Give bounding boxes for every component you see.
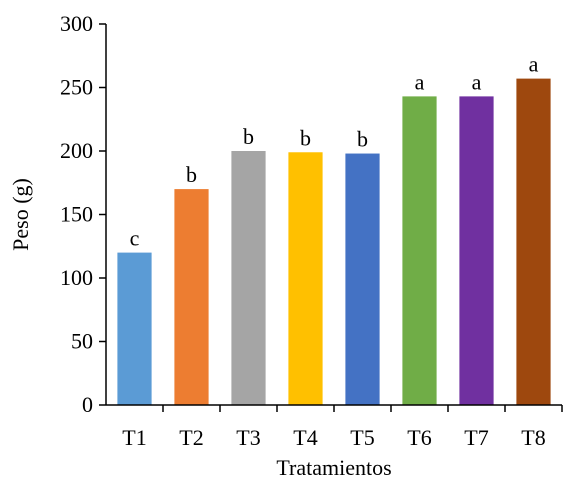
significance-label-t6: a <box>415 69 425 94</box>
x-tick-label-t2: T2 <box>179 425 203 450</box>
significance-label-t7: a <box>472 69 482 94</box>
bar-t1 <box>117 252 152 405</box>
x-tick-label-t5: T5 <box>350 425 374 450</box>
y-tick-label: 50 <box>71 329 93 354</box>
bar-t2 <box>174 189 209 405</box>
x-axis-title: Tratamientos <box>276 455 391 480</box>
significance-label-t1: c <box>130 226 140 251</box>
y-tick-label: 150 <box>60 202 93 227</box>
y-tick-label: 250 <box>60 75 93 100</box>
bar-t4 <box>288 152 323 405</box>
bar-t6 <box>402 96 437 405</box>
y-tick-label: 200 <box>60 138 93 163</box>
significance-label-t5: b <box>357 127 368 152</box>
significance-label-t3: b <box>243 124 254 149</box>
x-tick-label-t8: T8 <box>521 425 545 450</box>
x-tick-label-t7: T7 <box>464 425 488 450</box>
bar-t3 <box>231 151 266 405</box>
significance-label-t2: b <box>186 162 197 187</box>
x-tick-label-t3: T3 <box>236 425 260 450</box>
y-tick-label: 0 <box>82 392 93 417</box>
bar-t8 <box>516 78 551 406</box>
bar-t5 <box>345 153 380 405</box>
y-tick-label: 100 <box>60 265 93 290</box>
x-tick-label-t6: T6 <box>407 425 431 450</box>
y-tick-label: 300 <box>60 11 93 36</box>
y-axis-title: Peso (g) <box>8 178 33 251</box>
bars: c b b b b a a a <box>117 52 551 406</box>
x-axis-ticks: T1 T2 T3 T4 T5 T6 T7 T8 <box>122 405 563 450</box>
significance-label-t8: a <box>529 52 539 77</box>
y-axis-ticks: 0 50 100 150 200 250 300 <box>60 11 106 417</box>
x-tick-label-t4: T4 <box>293 425 317 450</box>
x-tick-label-t1: T1 <box>122 425 146 450</box>
bar-t7 <box>459 96 494 405</box>
significance-label-t4: b <box>300 125 311 150</box>
